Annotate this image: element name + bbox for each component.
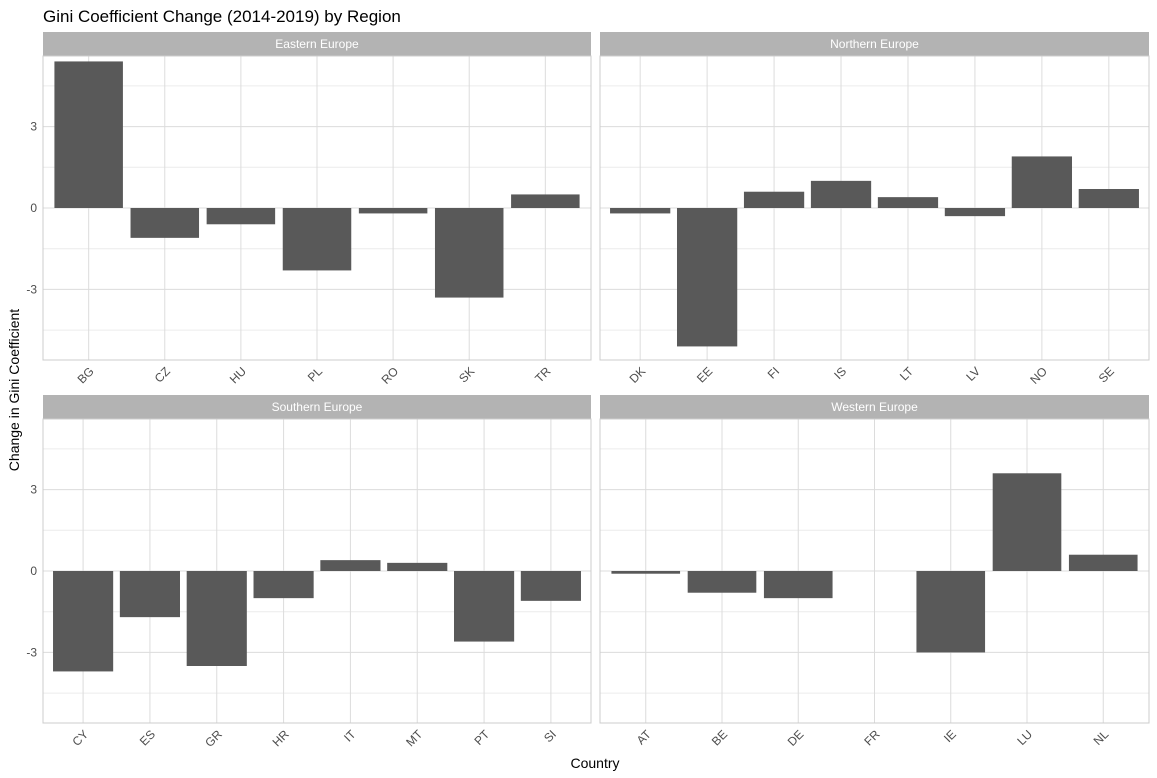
x-tick-label: IT [341, 727, 359, 745]
bar-at [611, 571, 681, 574]
x-tick-label: HU [227, 364, 249, 386]
facet-strip [600, 395, 1149, 419]
facet-panel: Southern Europe CY ES GR HR IT MT PT SI -3 0 3 [26, 395, 592, 750]
x-tick-label: AT [634, 727, 655, 748]
bar-ie [916, 571, 986, 653]
bar-pl [282, 208, 352, 271]
facet-strip-label: Southern Europe [272, 400, 363, 414]
bar-is [810, 180, 872, 208]
x-tick-label: SK [456, 364, 477, 385]
bar-lv [944, 208, 1006, 217]
x-tick-label: GR [202, 727, 225, 750]
facet-panels: Eastern Europe BG CZ HU PL RO SK TR -3 0 3 Northern… [26, 32, 1150, 750]
x-tick-label: LV [963, 364, 983, 384]
facet-strip [600, 32, 1149, 56]
x-tick-label: LT [897, 364, 917, 384]
bar-hr [253, 571, 314, 599]
x-tick-label: HR [270, 727, 292, 749]
bar-es [119, 571, 180, 618]
x-tick-label: ES [137, 727, 158, 748]
bar-lt [877, 197, 939, 208]
bar-dk [610, 208, 671, 214]
x-tick-label: NO [1027, 364, 1050, 387]
x-axis-title: Country [570, 755, 619, 771]
x-tick-label: FR [861, 727, 882, 748]
x-tick-label: NL [1091, 727, 1112, 748]
x-tick-label: BE [709, 727, 730, 748]
y-tick-label: -3 [26, 645, 37, 659]
panel-border [42, 55, 592, 361]
facet-strip-label: Western Europe [831, 400, 918, 414]
x-tick-label: IS [831, 364, 849, 382]
x-tick-label: PT [471, 727, 492, 748]
bar-se [1078, 189, 1139, 208]
facet-strip [43, 395, 591, 419]
bar-bg [54, 61, 123, 208]
y-axis-title: Change in Gini Coefficient [6, 309, 22, 472]
bar-si [520, 571, 581, 601]
facet-panel: Northern Europe DK EE FI IS LT LV NO SE [599, 32, 1150, 387]
x-tick-label: DE [785, 727, 807, 749]
panel-border [599, 418, 1150, 724]
x-tick-label: PL [305, 364, 326, 385]
bar-de [763, 571, 833, 599]
bar-sk [434, 208, 504, 298]
x-tick-label: EE [694, 364, 715, 385]
bar-ee [676, 208, 738, 347]
facet-strip-label: Northern Europe [830, 37, 919, 51]
bar-fi [743, 191, 805, 208]
x-tick-label: SI [541, 727, 559, 745]
x-tick-label: BG [75, 364, 97, 386]
facet-strip [43, 32, 591, 56]
y-tick-label: 3 [30, 483, 37, 497]
y-tick-label: 0 [30, 564, 37, 578]
x-tick-label: TR [532, 364, 553, 385]
x-tick-label: LU [1014, 727, 1035, 748]
bar-cz [130, 208, 200, 238]
bar-tr [511, 194, 580, 208]
x-tick-label: SE [1096, 364, 1117, 385]
bar-ro [358, 208, 428, 214]
bar-lu [992, 473, 1062, 571]
bar-mt [387, 562, 448, 571]
panel-border [599, 55, 1150, 361]
facet-panel: Western Europe AT BE DE FR IE LU NL [599, 395, 1150, 749]
panel-border [42, 418, 592, 724]
y-tick-label: 0 [30, 201, 37, 215]
y-tick-label: -3 [26, 282, 37, 296]
facet-panel: Eastern Europe BG CZ HU PL RO SK TR -3 0 3 [26, 32, 592, 387]
bar-nl [1068, 554, 1138, 571]
x-tick-label: FI [765, 364, 782, 381]
x-tick-label: IE [941, 727, 959, 745]
x-tick-label: RO [379, 364, 402, 387]
x-tick-label: CY [70, 727, 92, 749]
y-tick-label: 3 [30, 120, 37, 134]
x-tick-label: CZ [152, 364, 173, 385]
bar-cy [53, 571, 114, 672]
bar-hu [206, 208, 276, 225]
bar-it [320, 560, 381, 571]
chart-title: Gini Coefficient Change (2014-2019) by R… [43, 7, 401, 26]
bar-gr [186, 571, 247, 666]
bar-be [687, 571, 757, 593]
x-tick-label: DK [627, 364, 649, 386]
facet-strip-label: Eastern Europe [275, 37, 359, 51]
bar-pt [454, 571, 515, 642]
x-tick-label: MT [403, 727, 426, 750]
bar-no [1011, 156, 1073, 208]
